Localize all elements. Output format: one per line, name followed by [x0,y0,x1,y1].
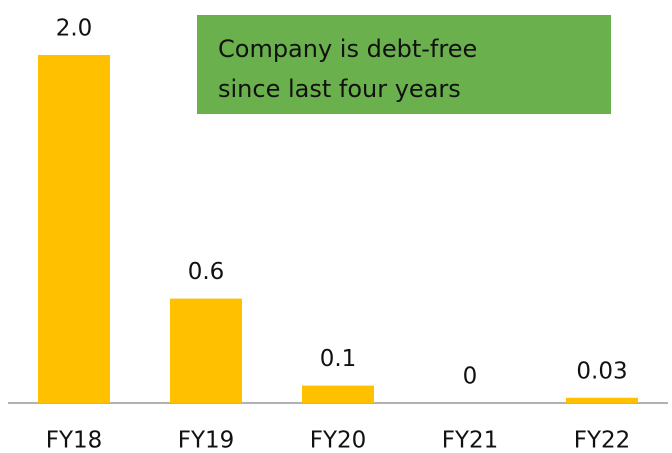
annotation-text: since last four years [218,75,461,103]
annotation-text: Company is debt-free [218,35,477,63]
value-label: 2.0 [56,16,93,42]
bar [302,385,374,403]
bar [38,55,110,403]
x-tick-label: FY18 [46,428,103,453]
x-tick-label: FY20 [310,428,367,453]
bar [170,298,242,403]
bar [566,397,638,403]
value-label: 0.03 [576,358,627,384]
annotation-box [197,15,611,114]
value-label: 0 [463,364,478,390]
x-tick-label: FY19 [178,428,235,453]
x-tick-label: FY21 [442,428,499,453]
value-label: 0.6 [188,259,225,285]
value-label: 0.1 [320,346,357,372]
x-tick-label: FY22 [574,428,631,453]
